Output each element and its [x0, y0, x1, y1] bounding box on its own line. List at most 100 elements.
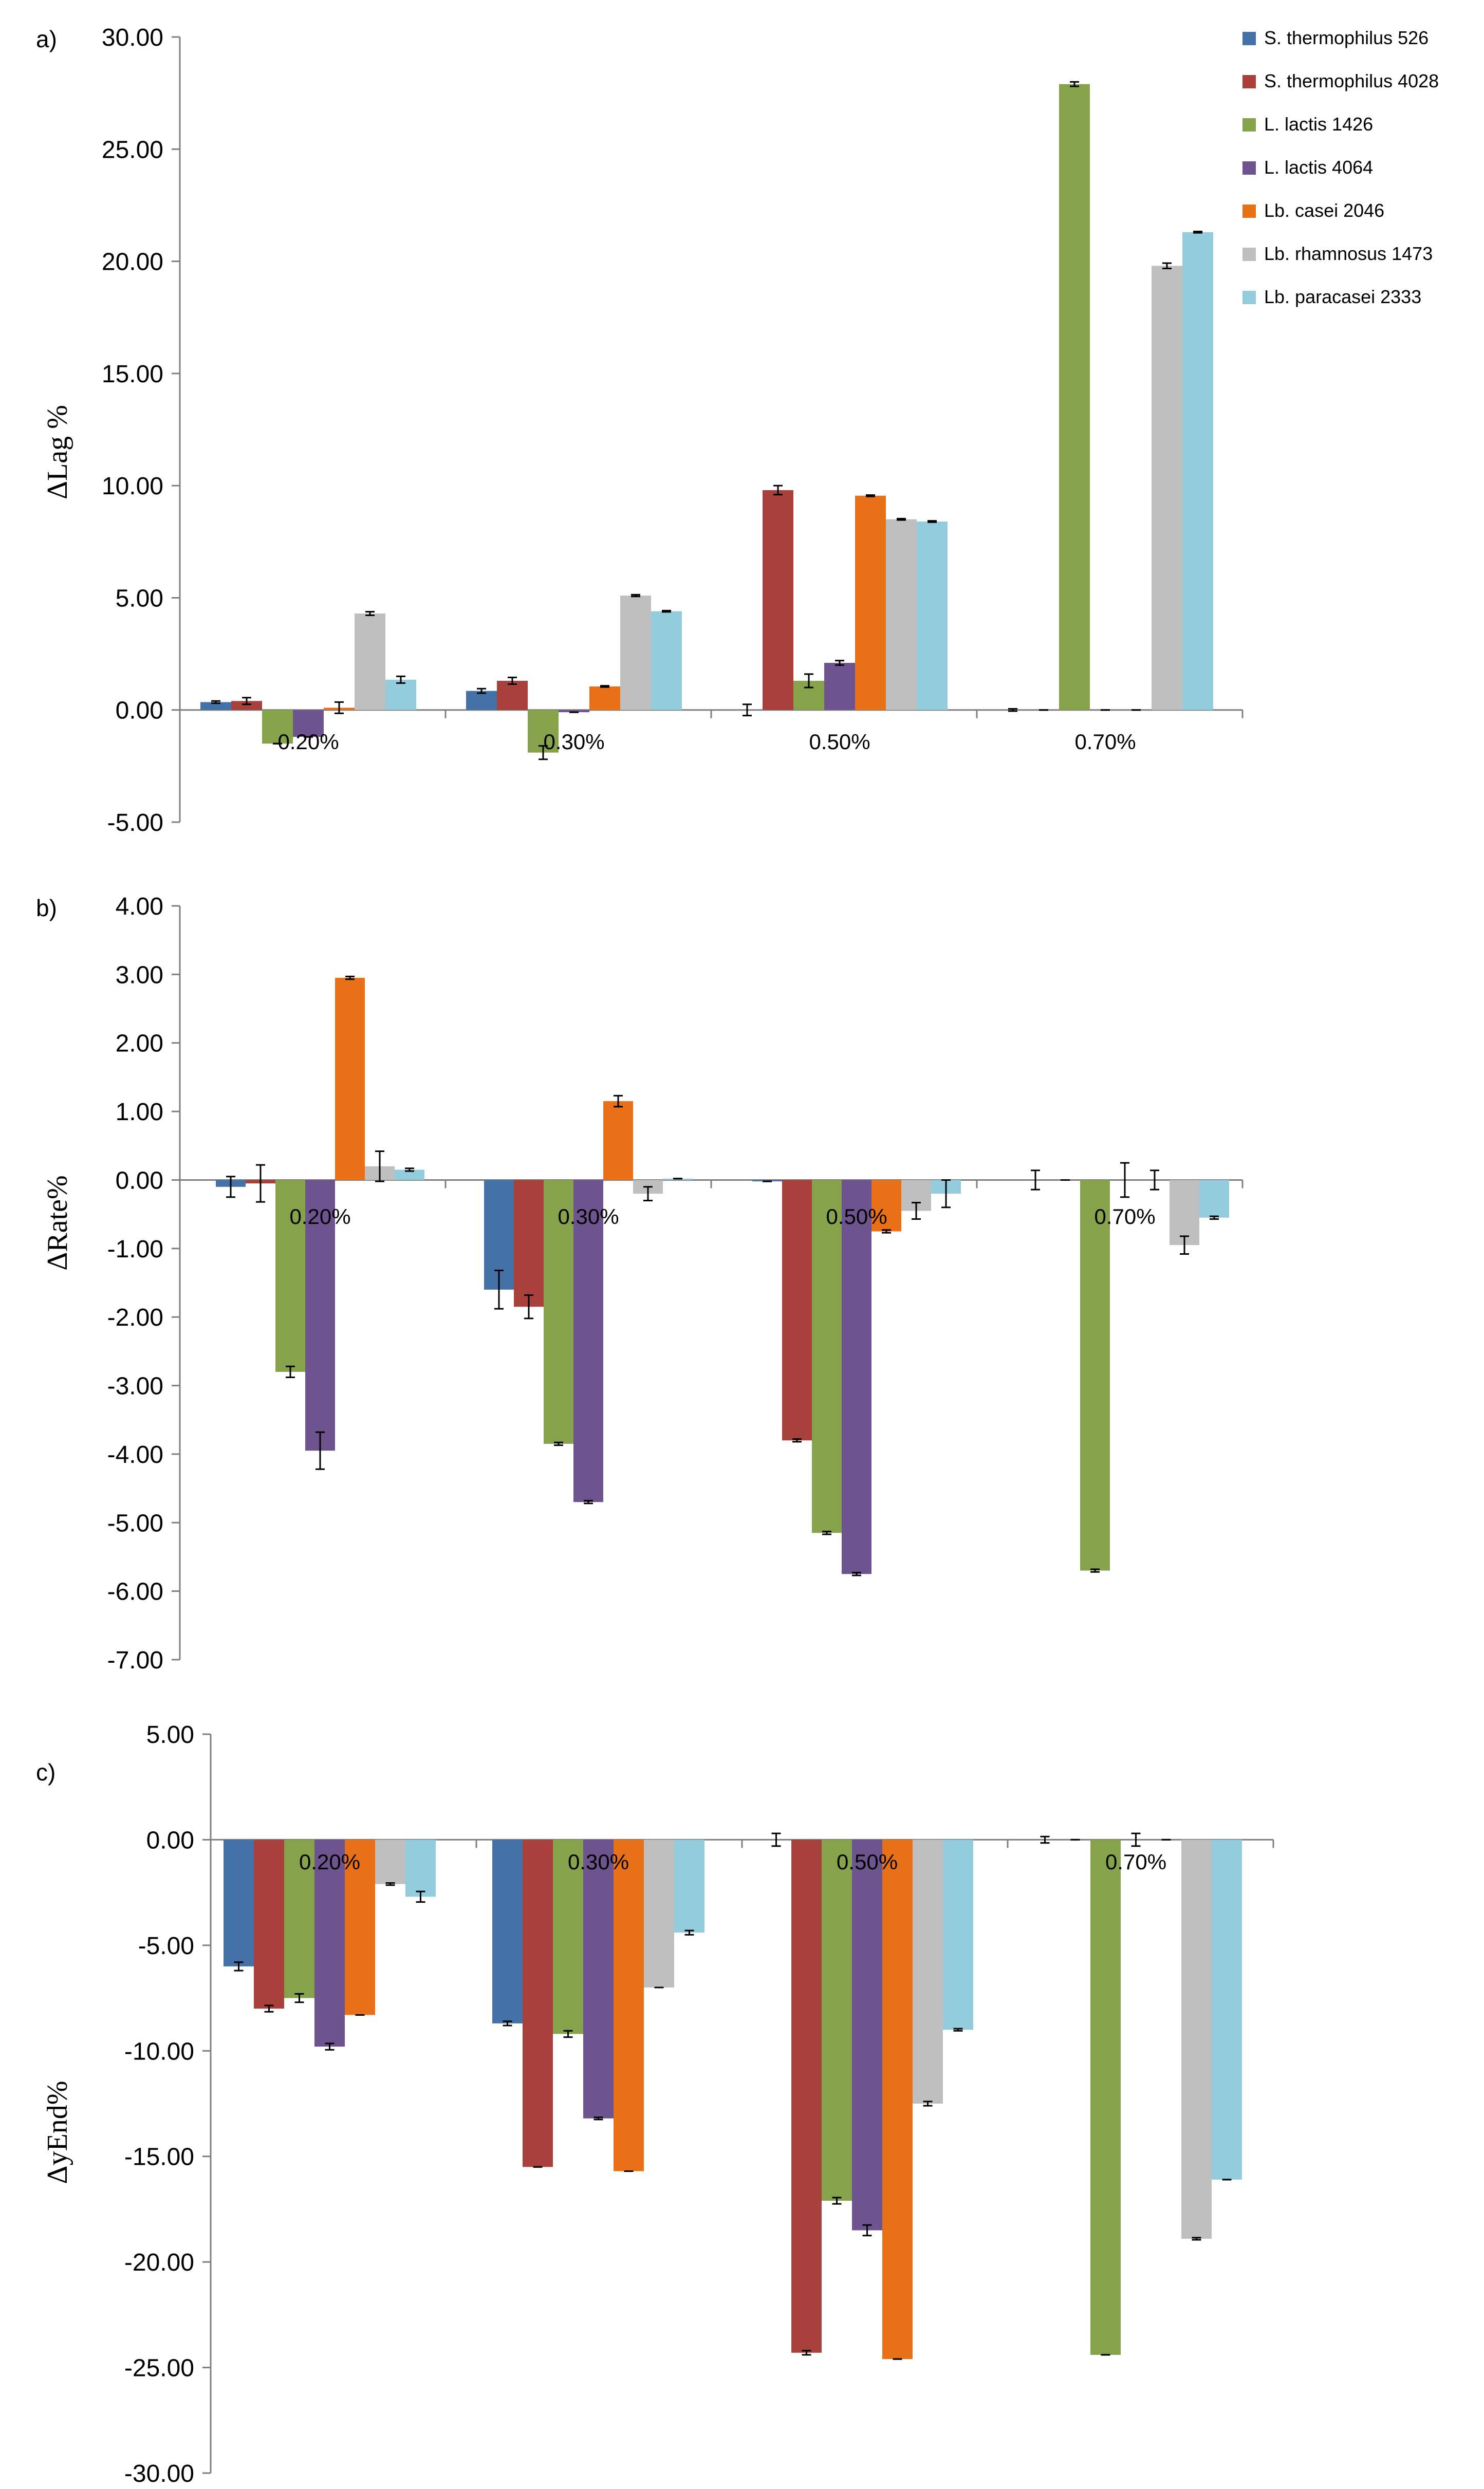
- bar-5-3: [1181, 1840, 1212, 2239]
- bar-2-2: [812, 1180, 842, 1533]
- y-tick-label: 2.00: [116, 1030, 163, 1057]
- bar-1-2: [791, 1840, 822, 2353]
- bar-1-2: [763, 490, 793, 710]
- category-label: 0.70%: [1105, 1850, 1166, 1874]
- bar-3-1: [573, 1180, 603, 1502]
- bar-4-2: [855, 495, 886, 710]
- bar-3-0: [314, 1840, 345, 2047]
- bar-2-0: [275, 1180, 305, 1372]
- bar-3-0: [293, 710, 324, 737]
- y-tick-label: -4.00: [107, 1441, 163, 1469]
- category-label: 0.30%: [543, 730, 604, 754]
- y-tick-label: -5.00: [107, 809, 163, 837]
- bar-4-0: [335, 978, 365, 1180]
- legend-swatch-2: [1242, 118, 1256, 132]
- bar-5-2: [886, 519, 917, 710]
- bar-3-2: [824, 663, 855, 710]
- y-tick-label: 0.00: [146, 1827, 194, 1854]
- bar-6-3: [1182, 232, 1213, 710]
- y-tick-label: 10.00: [102, 473, 163, 500]
- y-tick-label: -3.00: [107, 1373, 163, 1400]
- bar-1-1: [514, 1180, 544, 1307]
- bar-3-0: [305, 1180, 335, 1451]
- bar-1-1: [523, 1840, 553, 2167]
- bar-3-2: [852, 1840, 882, 2231]
- bar-6-3: [1199, 1180, 1229, 1218]
- category-label: 0.20%: [289, 1204, 350, 1229]
- category-label: 0.70%: [1094, 1204, 1155, 1229]
- bar-6-0: [395, 1169, 424, 1180]
- category-label: 0.50%: [809, 730, 870, 754]
- bar-0-1: [466, 691, 497, 710]
- bar-5-0: [375, 1840, 405, 1884]
- bar-4-1: [589, 686, 620, 710]
- category-label: 0.30%: [558, 1204, 619, 1229]
- bar-2-3: [1090, 1840, 1121, 2355]
- bar-0-1: [492, 1840, 523, 2023]
- y-tick-label: -5.00: [107, 1510, 163, 1537]
- y-tick-label: -20.00: [124, 2249, 194, 2276]
- panel-b-label: b): [36, 895, 57, 921]
- bar-2-3: [1059, 84, 1090, 710]
- bar-6-3: [1212, 1840, 1242, 2180]
- bar-4-1: [603, 1101, 633, 1180]
- panel-c-label: c): [36, 1759, 55, 1786]
- y-tick-label: 20.00: [102, 249, 163, 276]
- bar-2-0: [284, 1840, 314, 1998]
- bar-1-0: [254, 1840, 284, 2009]
- legend-swatch-0: [1242, 32, 1256, 45]
- category-label: 0.70%: [1074, 730, 1136, 754]
- bar-2-0: [262, 710, 293, 744]
- bar-6-0: [385, 679, 416, 710]
- bar-0-0: [200, 702, 231, 710]
- y-tick-label: 0.00: [116, 1167, 163, 1194]
- bar-5-1: [644, 1840, 674, 1988]
- bar-5-1: [620, 596, 651, 710]
- panel-a: a) ΔLag % 30.00 25.00 20.00 15.00 10.00 5.00 0…: [36, 24, 1244, 837]
- y-tick-label: -2.00: [107, 1304, 163, 1331]
- bar-1-1: [497, 680, 528, 710]
- bar-2-1: [553, 1840, 583, 2034]
- bar-4-1: [614, 1840, 644, 2171]
- panel-b: b) ΔRate% 4.00 3.00 2.00 1.00 0.00 -1.00 -2.00…: [36, 893, 1244, 1674]
- y-tick-label: 4.00: [116, 893, 163, 920]
- category-label: 0.20%: [277, 730, 339, 754]
- legend-swatch-6: [1242, 291, 1256, 304]
- y-tick-label: -7.00: [107, 1647, 163, 1674]
- bar-5-0: [355, 613, 385, 710]
- bar-1-0: [231, 701, 262, 710]
- category-label: 0.50%: [837, 1850, 898, 1874]
- panel-b-ylabel: ΔRate%: [42, 1175, 73, 1270]
- bar-4-2: [882, 1840, 913, 2360]
- y-tick-label: -1.00: [107, 1236, 163, 1263]
- y-tick-label: 15.00: [102, 361, 163, 388]
- bar-1-2: [782, 1180, 812, 1441]
- bar-2-2: [822, 1840, 852, 2201]
- legend-swatch-3: [1242, 161, 1256, 175]
- y-tick-label: 3.00: [116, 961, 163, 989]
- y-tick-label: -15.00: [124, 2144, 194, 2171]
- legend: S. thermophilus 526 S. thermophilus 4028 L…: [1242, 27, 1439, 307]
- legend-label-1: S. thermophilus 4028: [1264, 70, 1439, 91]
- y-tick-label: -6.00: [107, 1578, 163, 1606]
- bar-0-0: [224, 1840, 254, 1966]
- panel-a-label: a): [36, 26, 57, 52]
- panel-c-ylabel: ΔyEnd%: [42, 2081, 73, 2184]
- legend-label-6: Lb. paracasei 2333: [1264, 286, 1421, 307]
- bar-3-2: [842, 1180, 871, 1574]
- bar-2-1: [544, 1180, 573, 1444]
- bar-3-1: [559, 710, 589, 713]
- panel-c: c) ΔyEnd% 5.00 0.00 -5.00 -10.00 -15.00 -20.0…: [36, 1721, 1274, 2487]
- legend-label-2: L. lactis 1426: [1264, 114, 1373, 135]
- legend-swatch-1: [1242, 75, 1256, 88]
- y-tick-label: 1.00: [116, 1099, 163, 1126]
- y-tick-label: -10.00: [124, 2038, 194, 2065]
- category-label: 0.20%: [299, 1850, 360, 1874]
- y-tick-label: -5.00: [138, 1933, 194, 1960]
- category-label: 0.50%: [826, 1204, 887, 1229]
- panel-a-ylabel: ΔLag %: [42, 405, 73, 499]
- category-label: 0.30%: [568, 1850, 629, 1874]
- bar-4-2: [871, 1180, 901, 1232]
- bar-6-1: [674, 1840, 704, 1933]
